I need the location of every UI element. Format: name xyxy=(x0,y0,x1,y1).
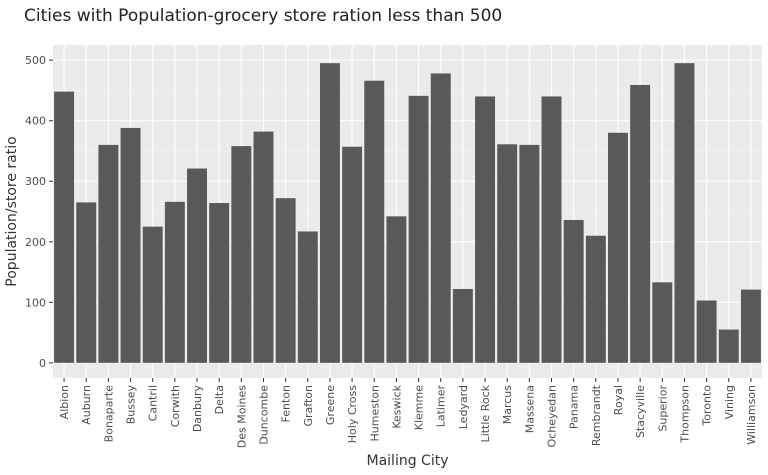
x-tick-label: Royal xyxy=(612,385,625,415)
x-axis-title: Mailing City xyxy=(367,453,449,469)
bars xyxy=(54,63,761,363)
y-tick-label: 300 xyxy=(25,175,46,188)
x-tick-label: Greene xyxy=(324,385,337,425)
bar-corwith xyxy=(164,201,185,363)
x-tick-label: Auburn xyxy=(80,385,93,425)
x-tick-label: Superior xyxy=(656,385,669,432)
bar-bonaparte xyxy=(98,144,119,363)
bar-humeston xyxy=(364,80,385,363)
x-tick-label: Danbury xyxy=(191,385,204,433)
bar-little-rock xyxy=(475,96,496,363)
bar-royal xyxy=(608,132,628,363)
x-tick-label: Albion xyxy=(58,385,71,419)
x-tick-label: Vining xyxy=(723,385,736,419)
x-tick-label: Little Rock xyxy=(479,384,492,442)
x-tick-label: Fenton xyxy=(280,385,293,423)
y-tick-label: 200 xyxy=(25,236,46,249)
x-tick-label: Marcus xyxy=(501,385,514,425)
bar-thompson xyxy=(674,63,695,363)
x-tick-label: Bonaparte xyxy=(102,385,115,443)
x-tick-label: Toronto xyxy=(701,385,714,427)
bar-auburn xyxy=(76,202,97,363)
bar-ocheyedan xyxy=(541,96,562,363)
bar-keswick xyxy=(386,216,407,363)
y-axis-title: Population/store ratio xyxy=(4,136,20,286)
bar-latimer xyxy=(430,73,451,363)
x-tick-label: Massena xyxy=(523,385,536,433)
x-tick-label: Keswick xyxy=(390,384,403,428)
x-tick-label: Grafton xyxy=(302,385,315,427)
x-tick-label: Cantril xyxy=(147,385,160,421)
bar-albion xyxy=(54,91,75,363)
x-tick-label: Stacyville xyxy=(634,385,647,438)
x-tick-label: Ledyard xyxy=(457,385,470,429)
bar-ledyard xyxy=(452,288,473,363)
x-tick-label: Des Moines xyxy=(235,385,248,448)
bar-danbury xyxy=(187,168,207,363)
x-tick-label: Holy Cross xyxy=(346,385,359,443)
bar-des-moines xyxy=(231,146,252,363)
bar-grafton xyxy=(297,231,318,363)
x-tick-label: Panama xyxy=(568,385,581,429)
x-tick-label: Williamson xyxy=(745,385,758,445)
x-tick-label: Ocheyedan xyxy=(546,385,559,447)
bar-stacyville xyxy=(630,84,651,363)
bar-rembrandt xyxy=(585,235,606,363)
x-tick-label: Delta xyxy=(213,385,226,414)
x-tick-label: Latimer xyxy=(435,385,448,428)
x-tick-label: Bussey xyxy=(125,385,138,425)
y-tick-label: 500 xyxy=(25,54,46,67)
bar-duncombe xyxy=(253,131,274,363)
bar-marcus xyxy=(497,144,518,363)
bar-bussey xyxy=(120,127,141,363)
x-tick-label: Klemme xyxy=(413,385,426,430)
x-axis: Albion Auburn Bonaparte Bussey Cantril Corwit… xyxy=(58,378,758,448)
y-tick-label: 100 xyxy=(25,296,46,309)
bar-toronto xyxy=(696,300,717,363)
x-tick-label: Duncombe xyxy=(257,385,270,445)
y-axis: 0 100 200 300 400 500 xyxy=(25,54,53,370)
y-tick-label: 400 xyxy=(25,115,46,128)
x-tick-label: Rembrandt xyxy=(590,384,603,446)
bar-klemme xyxy=(408,95,429,363)
bar-panama xyxy=(563,219,584,363)
bar-delta xyxy=(209,203,230,363)
chart-title: Cities with Population-grocery store rat… xyxy=(24,6,503,26)
bar-williamson xyxy=(740,289,761,363)
x-tick-label: Humeston xyxy=(368,385,381,442)
bar-vining xyxy=(718,329,739,363)
x-tick-label: Corwith xyxy=(169,385,182,427)
y-tick-label: 0 xyxy=(39,357,46,370)
bar-massena xyxy=(519,144,540,363)
x-tick-label: Thompson xyxy=(678,385,691,444)
bar-holy-cross xyxy=(342,146,363,363)
bar-fenton xyxy=(275,198,296,363)
bar-cantril xyxy=(142,226,163,363)
bar-superior xyxy=(652,282,673,363)
bar-greene xyxy=(319,63,340,363)
